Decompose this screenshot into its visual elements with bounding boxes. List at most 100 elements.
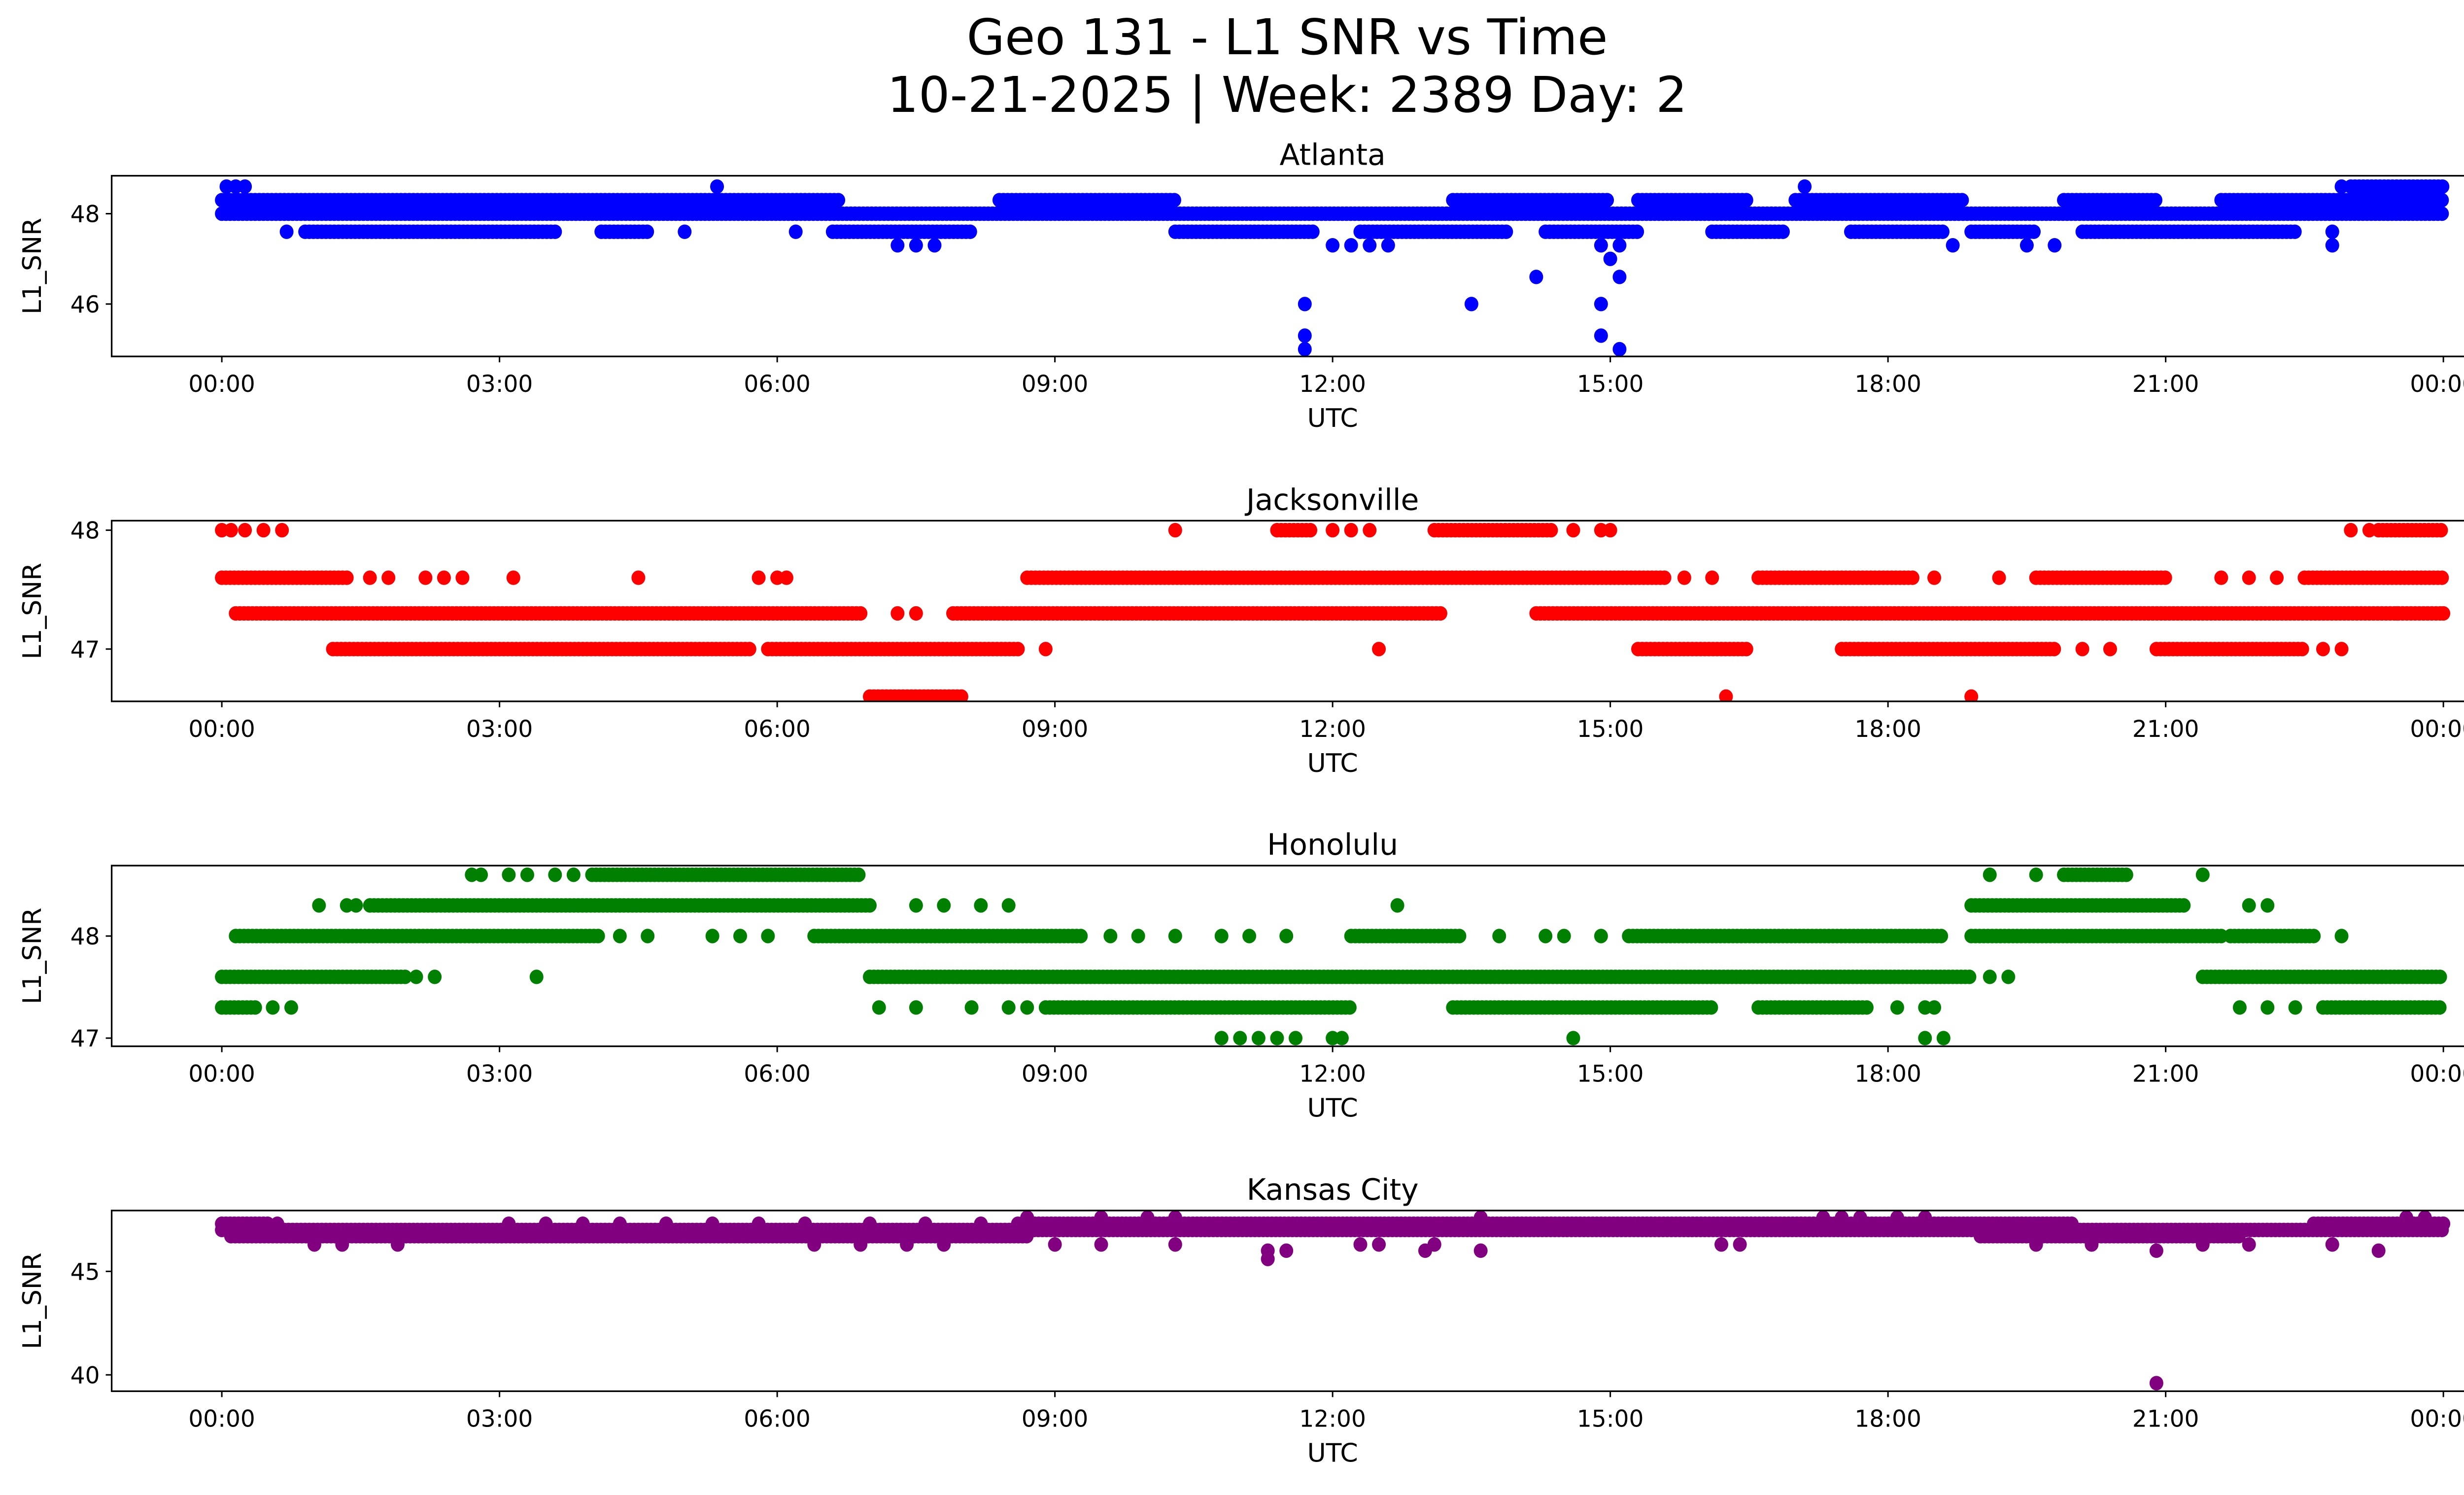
data-point — [927, 238, 942, 253]
data-point — [1305, 224, 1320, 239]
data-point — [1168, 929, 1182, 943]
data-point — [1344, 238, 1358, 253]
data-point — [2436, 606, 2451, 621]
data-point — [398, 970, 412, 984]
data-point — [1020, 1000, 1034, 1015]
data-point — [2232, 1229, 2246, 1244]
data-point — [1714, 1237, 1729, 1252]
data-point — [391, 1237, 405, 1252]
data-point — [270, 1217, 284, 1231]
data-point — [1298, 328, 1312, 343]
x-tick-label: 00:00 — [2410, 1061, 2464, 1088]
data-point — [918, 1217, 932, 1231]
data-point — [2029, 868, 2043, 882]
data-point — [1733, 1237, 1747, 1252]
data-point — [307, 1237, 321, 1252]
data-point — [2158, 570, 2172, 585]
data-point — [2103, 642, 2117, 657]
data-point — [2242, 570, 2256, 585]
scatter-points — [215, 1210, 2451, 1391]
data-point — [2288, 224, 2302, 239]
data-point — [705, 929, 719, 943]
data-point — [224, 522, 238, 538]
data-point — [1131, 929, 1145, 943]
x-tick-label: 21:00 — [2132, 371, 2199, 398]
data-point — [275, 522, 289, 538]
data-point — [613, 1217, 627, 1231]
data-point — [2334, 929, 2349, 943]
data-point — [1936, 1031, 1951, 1045]
data-point — [2436, 1217, 2451, 1231]
data-point — [937, 898, 951, 913]
data-point — [1094, 1237, 1108, 1252]
data-point — [631, 570, 646, 585]
data-point — [1964, 689, 1979, 701]
data-point — [502, 1217, 516, 1231]
data-point — [1603, 522, 1617, 538]
data-point — [2260, 898, 2275, 913]
y-tick-label: 47 — [70, 636, 100, 663]
data-point — [1890, 1000, 1904, 1015]
x-tick-label: 12:00 — [1299, 716, 1366, 743]
data-point — [1798, 179, 1812, 194]
data-point — [261, 1217, 275, 1231]
data-point — [238, 179, 252, 194]
data-point — [539, 1217, 553, 1231]
data-point — [1427, 1237, 1441, 1252]
x-tick-label: 06:00 — [744, 716, 810, 743]
data-point — [381, 570, 396, 585]
data-point — [2119, 868, 2133, 882]
data-point — [862, 1217, 877, 1231]
data-point — [506, 570, 520, 585]
data-point — [752, 1217, 766, 1231]
x-tick-label: 03:00 — [466, 1405, 533, 1432]
data-point — [788, 224, 803, 239]
data-point — [890, 606, 905, 621]
data-point — [2399, 1210, 2414, 1225]
data-point — [1704, 1000, 1718, 1015]
y-axis-label: L1_SNR — [18, 907, 47, 1004]
data-point — [1612, 342, 1627, 357]
data-point — [1705, 570, 1719, 585]
data-point — [1934, 929, 1949, 943]
data-point — [266, 1000, 280, 1015]
data-point — [1600, 193, 1614, 208]
data-point — [807, 1237, 821, 1252]
y-tick-label: 48 — [70, 201, 100, 228]
data-point — [1326, 522, 1340, 538]
data-point — [2390, 606, 2404, 621]
y-tick-label: 40 — [70, 1362, 100, 1389]
data-point — [312, 898, 326, 913]
data-point — [548, 224, 562, 239]
x-tick-label: 12:00 — [1299, 1061, 1366, 1088]
data-point — [1935, 224, 1950, 239]
data-point — [1835, 1210, 1849, 1225]
data-point — [705, 1217, 719, 1231]
figure-subtitle: 10-21-2025 | Week: 2389 Day: 2 — [887, 66, 1687, 124]
data-point — [1927, 570, 1942, 585]
data-point — [279, 224, 294, 239]
data-point — [2435, 179, 2450, 194]
data-point — [502, 868, 516, 882]
data-point — [520, 868, 534, 882]
data-point — [1529, 270, 1543, 284]
data-point — [335, 1237, 349, 1252]
data-point — [659, 1217, 673, 1231]
data-point — [2260, 1000, 2275, 1015]
data-point — [1918, 1210, 1932, 1225]
x-tick-label: 15:00 — [1577, 1061, 1643, 1088]
data-point — [2214, 570, 2228, 585]
data-point — [1719, 689, 1733, 701]
data-point — [2177, 898, 2191, 913]
data-point — [1776, 224, 1790, 239]
data-point — [954, 689, 968, 701]
data-point — [2242, 1237, 2256, 1252]
data-point — [2432, 1000, 2447, 1015]
data-point — [974, 1217, 988, 1231]
x-tick-label: 18:00 — [1854, 716, 1921, 743]
data-point — [248, 1000, 262, 1015]
data-point — [1168, 522, 1182, 538]
x-tick-label: 09:00 — [1022, 371, 1088, 398]
data-point — [409, 970, 423, 984]
data-point — [1594, 929, 1608, 943]
